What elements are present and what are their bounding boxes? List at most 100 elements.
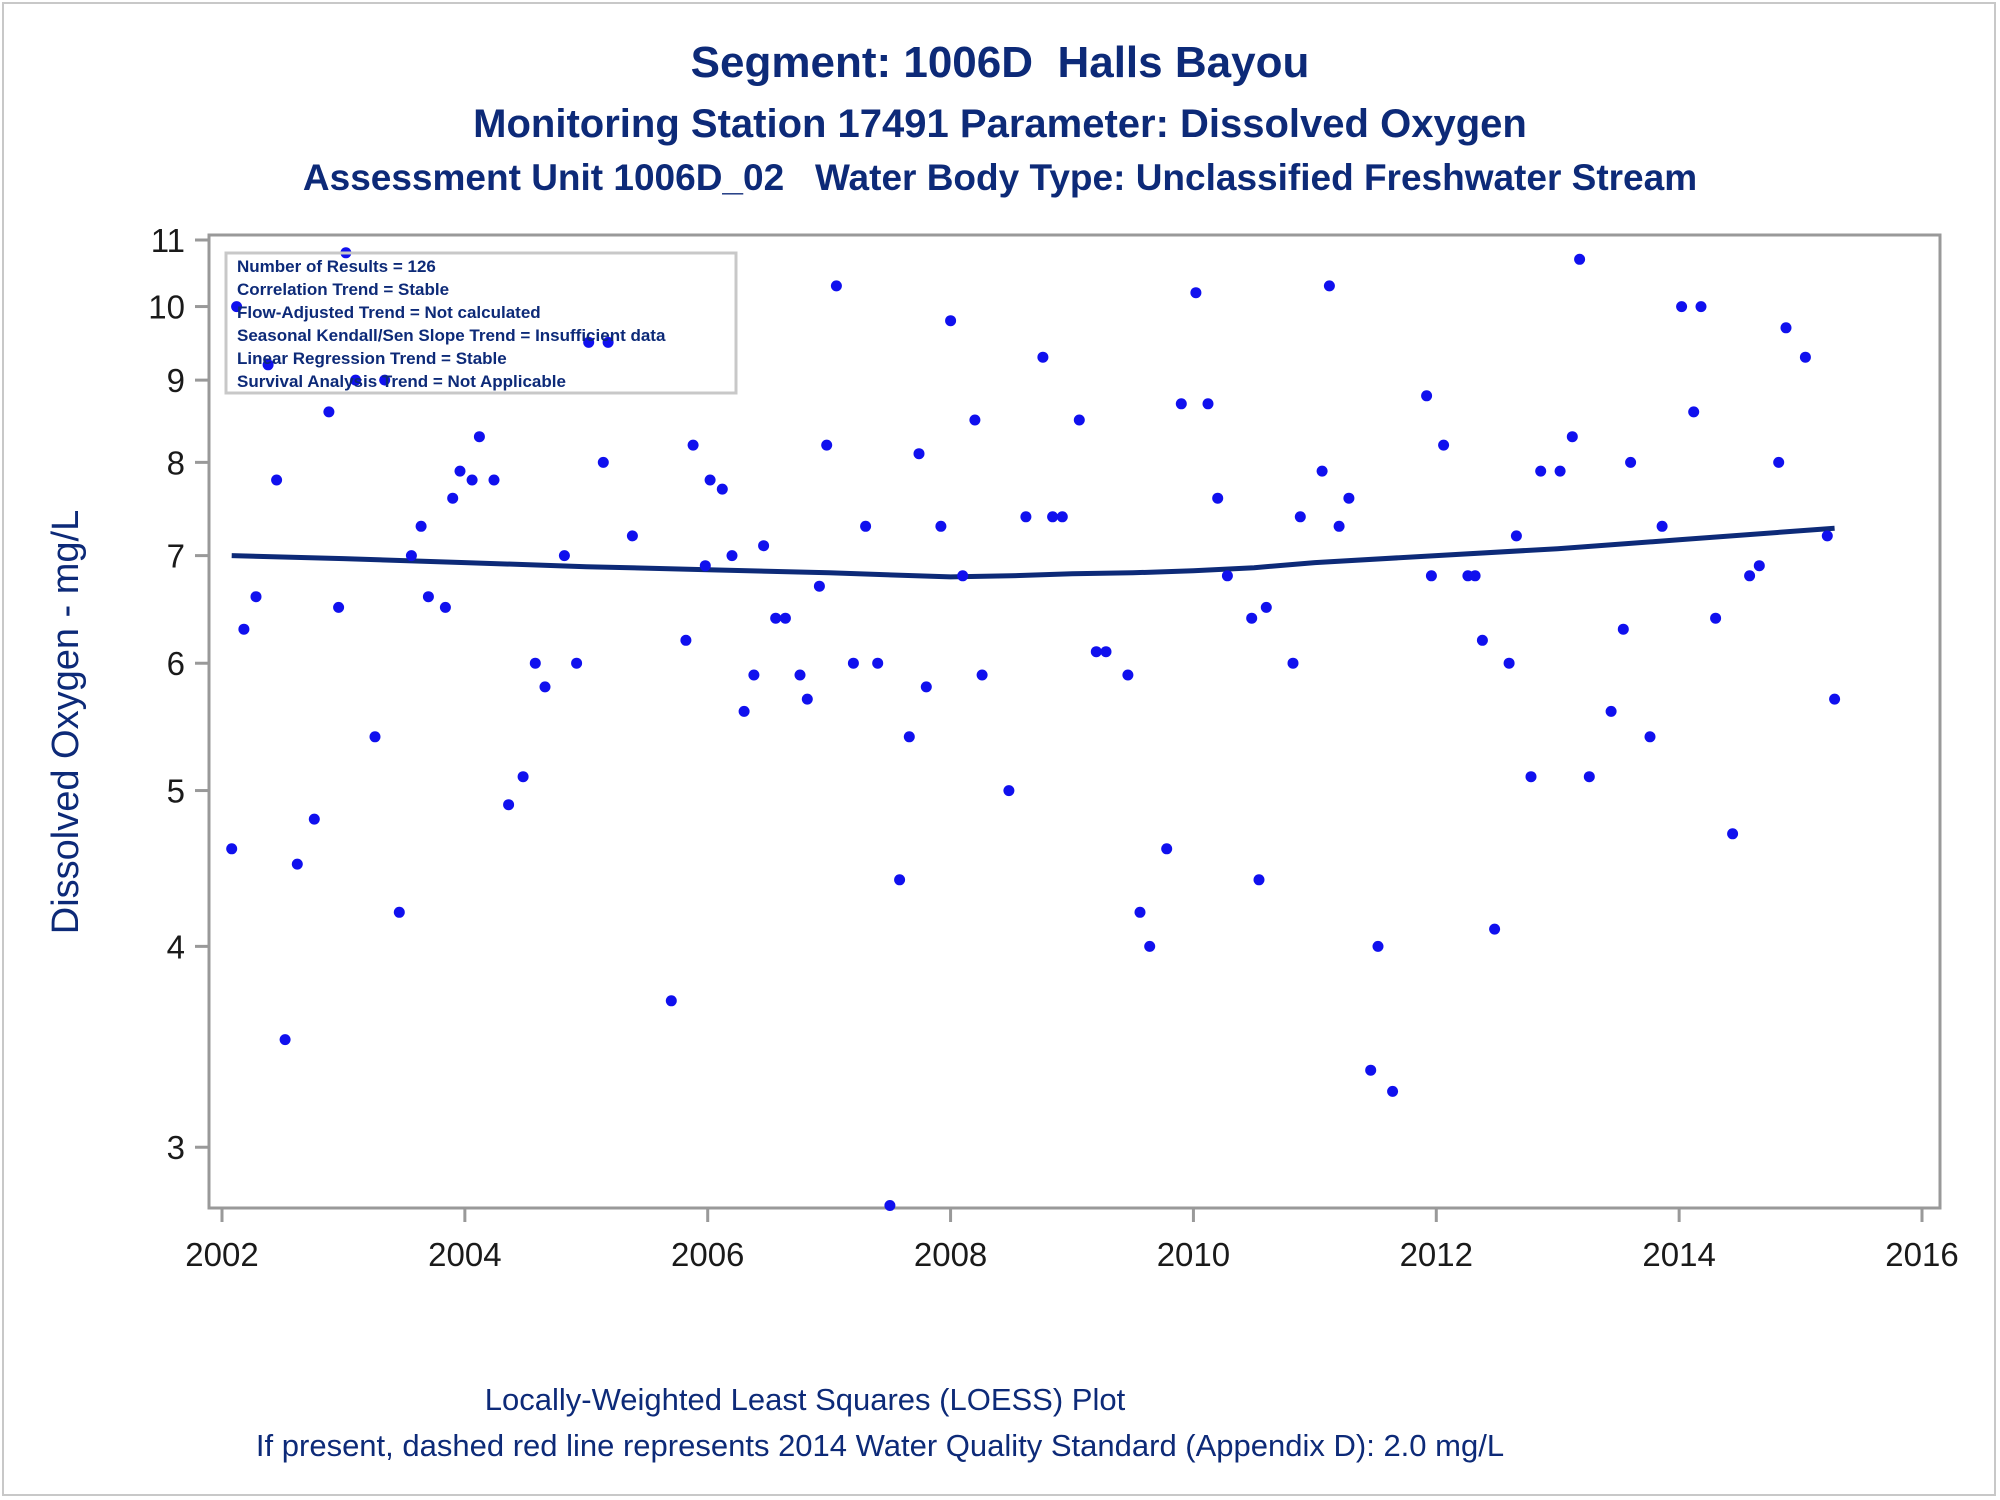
x-tick-label: 2004 bbox=[428, 1236, 501, 1273]
y-tick-label: 11 bbox=[151, 222, 185, 259]
data-point bbox=[583, 336, 595, 348]
data-point bbox=[1190, 287, 1202, 299]
data-point bbox=[1510, 530, 1522, 542]
data-point bbox=[913, 448, 925, 460]
data-point bbox=[1294, 511, 1306, 523]
data-point bbox=[716, 483, 728, 495]
data-point bbox=[238, 623, 250, 635]
data-point bbox=[779, 612, 791, 624]
data-point bbox=[1773, 456, 1785, 468]
data-point bbox=[794, 669, 806, 681]
data-point bbox=[1421, 390, 1433, 402]
data-point bbox=[894, 874, 906, 886]
data-point bbox=[1365, 1064, 1377, 1076]
data-point bbox=[405, 550, 417, 562]
data-point bbox=[1056, 511, 1068, 523]
y-tick-label: 9 bbox=[167, 362, 185, 399]
data-point bbox=[379, 374, 391, 386]
data-point bbox=[976, 669, 988, 681]
chart-title: Segment: 1006D Halls Bayou bbox=[690, 38, 1310, 87]
data-point bbox=[847, 657, 859, 669]
data-point bbox=[1387, 1085, 1399, 1097]
x-tick-label: 2008 bbox=[914, 1236, 987, 1273]
data-point bbox=[466, 474, 478, 486]
footnote-standard: If present, dashed red line represents 2… bbox=[255, 1428, 1505, 1463]
stats-box: Number of Results = 126 Correlation Trend… bbox=[224, 251, 738, 395]
data-point bbox=[1003, 785, 1015, 797]
data-point bbox=[860, 520, 872, 532]
data-point bbox=[488, 474, 500, 486]
data-point bbox=[415, 520, 427, 532]
y-axis-title: Dissolved Oxygen - mg/L bbox=[45, 510, 87, 935]
y-tick-label: 6 bbox=[167, 645, 185, 682]
data-point bbox=[903, 731, 915, 743]
data-point bbox=[830, 280, 842, 292]
x-tick-label: 2010 bbox=[1157, 1236, 1230, 1273]
data-point bbox=[813, 580, 825, 592]
data-point bbox=[1525, 771, 1537, 783]
data-point bbox=[1253, 874, 1265, 886]
x-tick-label: 2002 bbox=[185, 1236, 258, 1273]
data-point bbox=[626, 530, 638, 542]
data-point bbox=[1260, 601, 1272, 613]
data-point bbox=[350, 374, 362, 386]
y-tick-label: 5 bbox=[167, 773, 185, 810]
data-point bbox=[1799, 351, 1811, 363]
data-point bbox=[226, 843, 238, 855]
data-point bbox=[1469, 570, 1481, 582]
data-point bbox=[231, 301, 243, 313]
data-point bbox=[1100, 646, 1112, 658]
data-point bbox=[758, 540, 770, 552]
data-point bbox=[571, 657, 583, 669]
data-point bbox=[602, 336, 614, 348]
data-point bbox=[699, 560, 711, 572]
data-point bbox=[1175, 398, 1187, 410]
chart-subtitle: Monitoring Station 17491 Parameter: Diss… bbox=[473, 102, 1527, 146]
data-point bbox=[1047, 511, 1059, 523]
y-axis: 3 4 5 6 7 8 9 10 11 bbox=[148, 222, 209, 1166]
data-point bbox=[1438, 439, 1450, 451]
x-axis: 2002 2004 2006 2008 2010 2012 2014 2016 bbox=[185, 1208, 1959, 1273]
data-point bbox=[1583, 771, 1595, 783]
data-point bbox=[1476, 634, 1488, 646]
data-point bbox=[957, 570, 969, 582]
y-tick-label: 7 bbox=[167, 538, 185, 575]
y-tick-label: 3 bbox=[167, 1129, 185, 1166]
data-point bbox=[597, 456, 609, 468]
data-point bbox=[279, 1034, 291, 1046]
data-point bbox=[1333, 520, 1345, 532]
data-point bbox=[271, 474, 283, 486]
data-point bbox=[1221, 570, 1233, 582]
data-point bbox=[726, 550, 738, 562]
data-point bbox=[738, 705, 750, 717]
x-tick-label: 2012 bbox=[1400, 1236, 1473, 1273]
data-point bbox=[1503, 657, 1515, 669]
data-point bbox=[801, 693, 813, 705]
data-point bbox=[1212, 492, 1224, 504]
stats-box-line: Number of Results = 126 bbox=[237, 257, 436, 276]
data-point bbox=[1554, 465, 1566, 477]
data-point bbox=[1020, 511, 1032, 523]
data-point bbox=[1744, 570, 1756, 582]
data-point bbox=[1829, 693, 1841, 705]
data-point bbox=[1688, 406, 1700, 418]
stats-box-line: Linear Regression Trend = Stable bbox=[237, 349, 507, 368]
data-point bbox=[884, 1200, 896, 1211]
data-point bbox=[1566, 431, 1578, 443]
data-point bbox=[704, 474, 716, 486]
data-point bbox=[1287, 657, 1299, 669]
data-point bbox=[503, 799, 515, 811]
data-point bbox=[1161, 843, 1173, 855]
data-point bbox=[369, 731, 381, 743]
data-point bbox=[1090, 646, 1102, 658]
stats-box-line: Flow-Adjusted Trend = Not calculated bbox=[237, 303, 541, 322]
stats-box-line: Seasonal Kendall/Sen Slope Trend = Insuf… bbox=[237, 326, 666, 345]
data-point bbox=[1605, 705, 1617, 717]
y-tick-label: 8 bbox=[167, 444, 185, 481]
data-point bbox=[748, 669, 760, 681]
data-point bbox=[447, 492, 459, 504]
data-point bbox=[1821, 530, 1833, 542]
data-point bbox=[1780, 322, 1792, 334]
